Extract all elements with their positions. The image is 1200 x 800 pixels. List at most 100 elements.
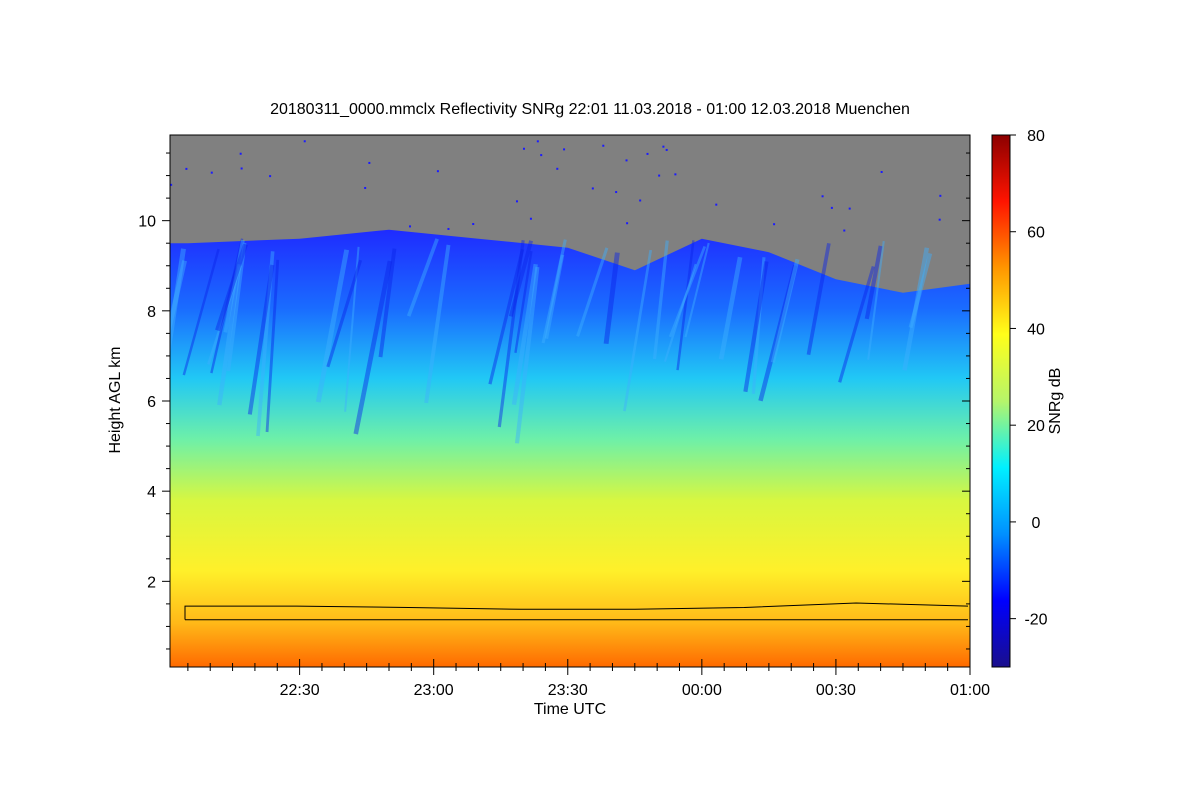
echo-dot xyxy=(239,152,242,155)
echo-dot xyxy=(938,218,941,221)
echo-dot xyxy=(522,147,525,150)
echo-dot xyxy=(715,203,718,206)
y-tick-label: 4 xyxy=(147,484,156,501)
colorbar-gradient xyxy=(991,134,1011,668)
echo-dot xyxy=(563,148,566,151)
echo-dot xyxy=(409,225,412,228)
fall-streaks xyxy=(170,238,933,444)
colorbar-tick-label: 0 xyxy=(1032,515,1041,532)
echo-dot xyxy=(185,167,188,170)
echo-dot xyxy=(658,174,661,177)
fall-streak xyxy=(806,243,831,355)
fall-streak xyxy=(758,264,798,402)
fall-streak xyxy=(406,238,439,317)
fall-streak xyxy=(326,259,363,368)
fall-streak xyxy=(215,243,248,332)
echo-dot xyxy=(625,159,628,162)
fall-streak xyxy=(864,245,883,320)
fall-streak xyxy=(652,240,669,360)
x-tick-label: 22:30 xyxy=(280,682,320,699)
colorbar-tick-label: 20 xyxy=(1027,418,1045,435)
fall-streak xyxy=(170,248,186,356)
y-tick-label: 2 xyxy=(147,574,156,591)
y-axis: 2 4 6 8 10 xyxy=(138,152,970,650)
y-tick-label: 6 xyxy=(147,394,156,411)
echo-dot xyxy=(210,171,213,174)
echo-dot xyxy=(773,223,776,226)
cloud-reflectivity-field xyxy=(170,229,970,667)
fall-streak xyxy=(378,248,397,358)
y-tick-label: 10 xyxy=(138,214,156,231)
fall-streak xyxy=(663,263,697,362)
echo-dot xyxy=(540,154,543,157)
x-tick-label: 23:30 xyxy=(548,682,588,699)
fall-streak xyxy=(623,249,653,412)
colorbar-label: SNRg dB xyxy=(1047,368,1064,435)
echo-dot xyxy=(170,183,173,186)
x-axis-label: Time UTC xyxy=(534,701,606,718)
fall-streak xyxy=(544,254,565,340)
echo-dot xyxy=(602,144,605,147)
echo-dot xyxy=(529,217,532,220)
echo-dot xyxy=(662,145,665,148)
fall-streak xyxy=(603,252,620,345)
fall-streak xyxy=(182,248,220,376)
echo-dot xyxy=(821,195,824,198)
fall-streak xyxy=(210,238,244,374)
fall-streak xyxy=(247,264,275,415)
echo-dot xyxy=(665,148,668,151)
fall-streak xyxy=(541,239,567,344)
fall-streak xyxy=(315,249,350,403)
plot-area xyxy=(170,135,970,667)
fall-streak xyxy=(751,257,766,394)
fall-streak xyxy=(684,242,710,338)
fall-streak xyxy=(902,247,930,371)
echo-dot xyxy=(674,173,677,176)
fall-streak xyxy=(424,244,451,404)
fall-streak xyxy=(718,256,743,360)
chart-title: 20180311_0000.mmclx Reflectivity SNRg 22… xyxy=(270,101,910,118)
fall-streak xyxy=(668,245,707,338)
colorbar: -20 0 20 40 60 80 SNRg dB xyxy=(991,128,1064,668)
x-tick-label: 01:00 xyxy=(950,682,990,699)
echo-dot xyxy=(939,194,942,197)
fall-streak xyxy=(770,258,800,363)
fall-streak xyxy=(226,242,247,372)
x-tick-label: 00:30 xyxy=(816,682,856,699)
echo-dot xyxy=(240,167,243,170)
echo-dot xyxy=(626,222,629,225)
fall-streak xyxy=(676,240,695,371)
echo-dot xyxy=(556,167,559,170)
fall-streak xyxy=(508,240,533,317)
colorbar-tick-label: 60 xyxy=(1027,225,1045,242)
echo-dot xyxy=(591,187,594,190)
fall-streak xyxy=(743,261,769,393)
colorbar-tick-label: 40 xyxy=(1027,321,1045,338)
fall-streak xyxy=(344,246,360,412)
fall-streak xyxy=(908,252,933,329)
fall-streak xyxy=(256,251,275,437)
echo-dot xyxy=(447,227,450,230)
boundary-layer-line xyxy=(184,602,969,620)
x-tick-label: 23:00 xyxy=(414,682,454,699)
echo-dot xyxy=(536,140,539,143)
echo-dot xyxy=(843,229,846,232)
fall-streak xyxy=(217,264,242,406)
fall-streak xyxy=(838,265,875,383)
colorbar-ticks: -20 0 20 40 60 80 xyxy=(1010,128,1048,629)
echo-dot xyxy=(472,223,475,226)
fall-streak xyxy=(867,241,885,360)
echo-dot xyxy=(515,200,518,203)
fall-streak xyxy=(223,239,245,333)
echo-dot xyxy=(639,199,642,202)
fall-streak xyxy=(207,265,242,365)
fall-streak xyxy=(514,266,540,444)
fall-streak xyxy=(511,263,538,406)
fall-streak xyxy=(514,250,533,354)
echo-dot xyxy=(830,206,833,209)
y-axis-label: Height AGL km xyxy=(107,346,124,453)
echo-dot xyxy=(848,207,851,210)
echo-dot xyxy=(880,171,883,174)
y-tick-label: 8 xyxy=(147,304,156,321)
